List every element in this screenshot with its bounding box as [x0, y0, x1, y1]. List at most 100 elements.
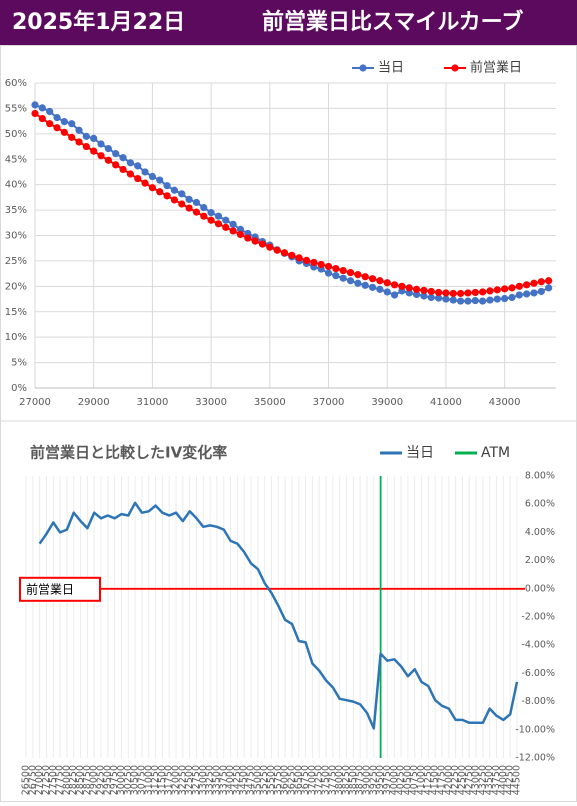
x-tick-label: 32500	[184, 765, 195, 795]
marker	[515, 291, 523, 299]
marker	[68, 133, 76, 141]
header-bar	[0, 0, 577, 45]
x-tick-label: 31750	[164, 765, 175, 795]
x-tick-label: 42000	[443, 765, 454, 795]
x-tick-label: 32250	[177, 765, 188, 795]
marker	[449, 289, 457, 298]
x-tick-label: 38000	[334, 765, 345, 795]
y-tick-label: -8.00%	[521, 696, 555, 707]
marker	[523, 290, 531, 298]
marker	[38, 104, 46, 112]
y-tick-label: 6.00%	[525, 499, 555, 510]
marker	[354, 279, 362, 287]
marker	[390, 291, 399, 299]
x-tick-label: 28000	[61, 765, 72, 795]
x-tick-label: 30750	[136, 765, 147, 795]
x-tick-label: 41250	[423, 765, 434, 795]
marker	[442, 289, 450, 297]
y-tick-label: -10.00%	[515, 724, 555, 735]
reference-label-box	[19, 576, 101, 602]
x-tick-label: 28750	[82, 765, 93, 795]
x-tick-label: 43500	[484, 765, 495, 795]
marker	[214, 220, 223, 228]
marker	[354, 271, 362, 279]
marker	[486, 296, 494, 304]
marker	[332, 264, 340, 273]
marker	[434, 288, 443, 297]
marker	[38, 114, 46, 123]
marker	[449, 296, 457, 304]
marker	[383, 288, 391, 296]
marker	[90, 147, 98, 155]
x-tick-label: 42500	[457, 765, 468, 795]
marker	[97, 140, 105, 148]
marker	[537, 278, 545, 286]
marker	[383, 279, 391, 287]
x-tick-label: 35250	[259, 765, 270, 795]
marker	[442, 295, 450, 303]
x-tick-label: 35750	[273, 765, 284, 795]
marker	[427, 287, 435, 296]
x-tick-label: 27250	[41, 765, 52, 795]
marker	[464, 289, 472, 297]
y-tick-label: 50%	[5, 129, 27, 140]
marker	[119, 154, 127, 162]
x-tick-label: 38750	[355, 765, 366, 795]
marker	[104, 144, 112, 153]
y-tick-label: 8.00%	[525, 471, 555, 482]
marker	[405, 289, 413, 297]
marker	[244, 234, 252, 242]
x-tick-label: 37250	[314, 765, 325, 795]
marker	[119, 165, 127, 174]
marker	[471, 296, 479, 305]
x-tick-label: 43250	[477, 765, 488, 795]
marker	[31, 109, 39, 118]
marker	[412, 285, 421, 293]
marker	[192, 208, 201, 216]
x-tick-label: 31000	[137, 397, 169, 408]
marker	[515, 282, 523, 290]
x-tick-label: 32000	[171, 765, 182, 795]
marker	[302, 256, 311, 265]
reference-label: 前営業日	[26, 581, 74, 596]
x-tick-label: 27500	[48, 765, 59, 795]
x-tick-label: 39000	[371, 397, 403, 408]
x-tick-label: 36500	[293, 765, 304, 795]
x-tick-label: 37000	[307, 765, 318, 795]
marker	[412, 290, 421, 299]
marker	[332, 272, 340, 280]
x-tick-label: 42750	[464, 765, 475, 795]
marker	[493, 295, 501, 303]
x-tick-label: 41000	[416, 765, 427, 795]
y-tick-label: 4.00%	[525, 527, 555, 538]
marker	[273, 246, 281, 254]
x-tick-label: 29500	[102, 765, 113, 795]
marker	[178, 190, 186, 198]
marker	[200, 212, 208, 220]
marker	[457, 297, 465, 305]
x-tick-label: 38250	[341, 765, 352, 795]
legend-label: ATM	[481, 445, 510, 461]
marker	[508, 293, 516, 302]
x-tick-label: 37750	[327, 765, 338, 795]
marker	[75, 138, 83, 146]
marker	[214, 212, 223, 220]
marker	[163, 192, 171, 200]
x-tick-label: 27000	[19, 397, 51, 408]
marker	[537, 287, 545, 296]
x-tick-label: 30500	[130, 765, 141, 795]
marker	[178, 200, 186, 208]
y-tick-label: 2.00%	[525, 555, 555, 566]
y-tick-label: 20%	[5, 281, 27, 292]
x-tick-label: 31000	[143, 765, 154, 795]
marker	[60, 128, 68, 136]
marker	[545, 284, 553, 292]
marker	[207, 216, 215, 224]
marker	[420, 286, 428, 294]
marker	[530, 279, 538, 287]
marker	[200, 203, 208, 212]
x-tick-label: 33250	[205, 765, 216, 795]
marker	[493, 286, 501, 294]
x-tick-label: 38500	[348, 765, 359, 795]
x-tick-label: 33000	[195, 397, 227, 408]
